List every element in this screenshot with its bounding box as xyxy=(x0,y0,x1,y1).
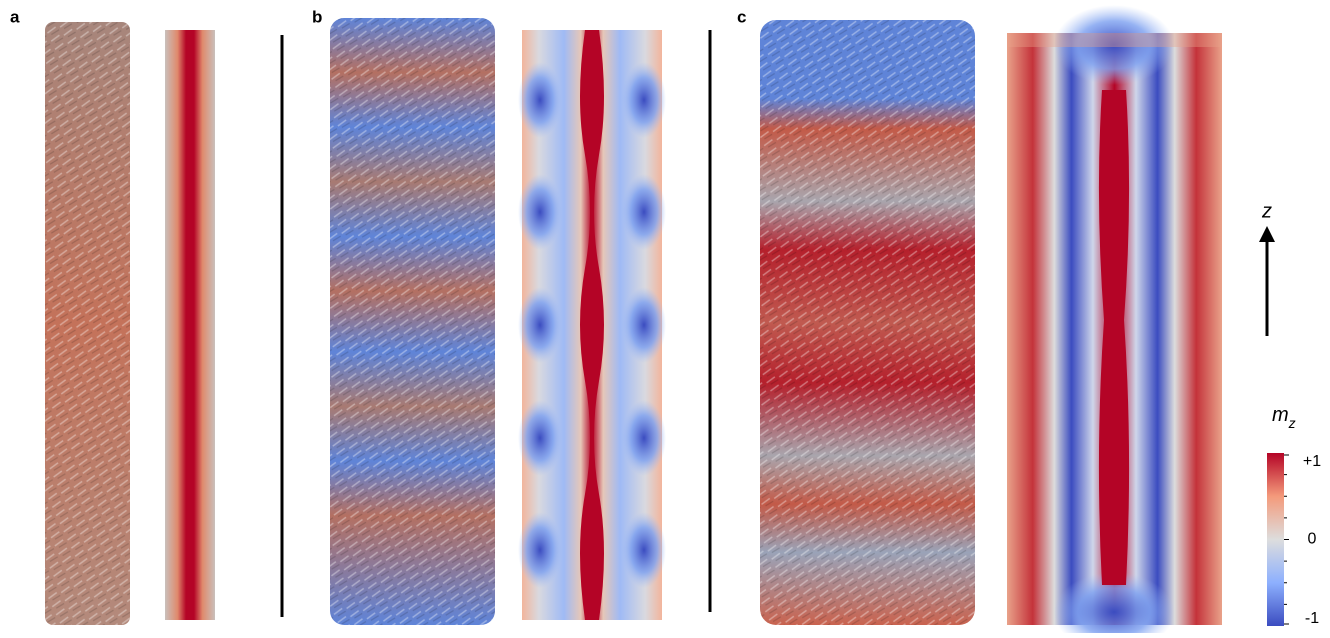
colorbar-tick-label: 0 xyxy=(1308,531,1317,548)
spin-cylinder xyxy=(45,22,130,625)
cross-section xyxy=(165,30,215,620)
spin-cylinder xyxy=(330,18,495,625)
colorbar xyxy=(1267,453,1284,626)
colorbar-subscript: z xyxy=(1288,415,1296,431)
cross-section xyxy=(518,30,666,620)
axis-arrowhead xyxy=(1259,226,1275,242)
panel-label: a xyxy=(10,7,20,26)
colorbar-symbol: m xyxy=(1272,404,1289,426)
colorbar-tick-label: -1 xyxy=(1305,610,1319,627)
panel-label: c xyxy=(737,7,746,26)
colorbar-label: mz xyxy=(1272,404,1296,430)
cross-section xyxy=(1007,5,1222,633)
spin-cylinder xyxy=(760,20,975,625)
colorbar-tick-label: +1 xyxy=(1303,453,1321,470)
panel-label: b xyxy=(312,7,322,26)
figure: a b c z mz + xyxy=(0,0,1330,633)
axis-label: z xyxy=(1261,200,1272,222)
